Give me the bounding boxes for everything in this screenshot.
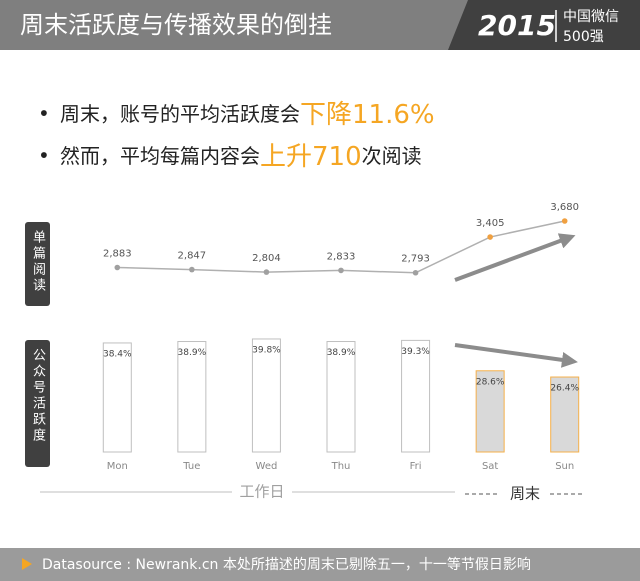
x-tick-label: Tue	[182, 461, 200, 472]
data-label: 3,405	[476, 218, 505, 229]
data-label: 39.8%	[252, 345, 281, 355]
point	[561, 218, 568, 224]
x-tick-label: Sun	[555, 461, 574, 472]
bullet-text: 然而，平均每篇内容会上升710次阅读	[60, 142, 422, 172]
point	[487, 234, 493, 240]
bar	[251, 338, 281, 453]
x-tick-label: Mon	[107, 461, 128, 472]
axis-label-box	[25, 340, 50, 467]
footer-icon	[22, 558, 32, 570]
header-brand: 中国微信	[563, 9, 619, 25]
trend-arrow	[454, 343, 578, 368]
bullet: •	[38, 144, 50, 168]
footer-text: Datasource : Newrank.cn 本处所描述的周末已剔除五一，十一…	[42, 556, 531, 573]
group-label: 工作日	[239, 483, 284, 501]
data-label: 2,847	[178, 251, 207, 262]
bullet: •	[38, 102, 50, 126]
point	[412, 269, 419, 276]
x-tick-label: Thu	[331, 461, 351, 472]
bar	[550, 376, 580, 453]
bar	[401, 339, 431, 453]
data-label: 38.9%	[327, 348, 356, 358]
y-axis-label: 单篇阅读	[30, 230, 46, 294]
bar	[475, 370, 505, 453]
point	[189, 266, 195, 273]
point	[114, 264, 121, 271]
bar	[102, 342, 132, 453]
data-label: 2,804	[252, 253, 281, 264]
footer-bar	[0, 548, 640, 581]
data-label: 38.4%	[103, 349, 132, 359]
data-label: 2,833	[327, 251, 356, 262]
bar	[326, 341, 356, 453]
header-year: 2015	[478, 9, 556, 42]
bullet-highlight: 上升710	[260, 142, 362, 172]
group-label: 周末	[510, 485, 540, 503]
point	[263, 269, 270, 275]
data-label: 28.6%	[476, 377, 505, 387]
data-label: 2,793	[401, 254, 430, 265]
x-tick-label: Wed	[256, 461, 278, 472]
x-tick-label: Fri	[410, 461, 422, 472]
group-label-bg	[232, 482, 292, 502]
header-brand-bg	[448, 0, 640, 50]
bullet-text: 次阅读	[362, 144, 422, 168]
y-axis-label: 公众号活跃度	[30, 348, 46, 444]
bullet-text: 周末，账号的平均活跃度会下降11.6%	[60, 100, 435, 130]
x-tick-label: Sat	[482, 461, 498, 472]
header-title: 周末活跃度与传播效果的倒挂	[20, 11, 332, 39]
point	[338, 267, 344, 274]
data-label: 2,883	[103, 248, 132, 259]
header-brand: 500强	[563, 29, 604, 45]
bullet-text: 然而，平均每篇内容会	[60, 144, 260, 168]
bullet-text: 周末，账号的平均活跃度会	[60, 102, 300, 126]
data-label: 3,680	[550, 202, 579, 213]
bar	[177, 341, 207, 453]
data-label: 39.3%	[401, 347, 430, 357]
axis-label-box	[25, 222, 50, 306]
bullet-highlight: 下降11.6%	[300, 100, 435, 130]
data-label: 38.9%	[178, 348, 207, 358]
data-label: 26.4%	[550, 384, 579, 394]
trend-arrow	[454, 233, 576, 282]
